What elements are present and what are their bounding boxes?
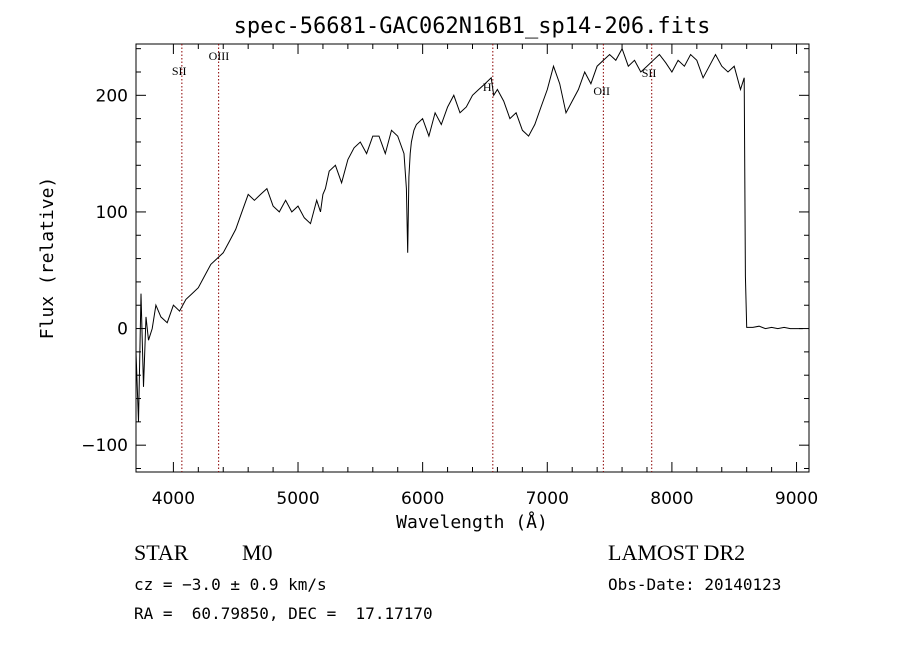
coordinates-text: RA = 60.79850, DEC = 17.17170	[134, 604, 433, 623]
y-tick-label: −100	[81, 436, 128, 456]
plot-frame	[135, 43, 810, 473]
line-marker-labels: SII OIII H OII SII	[172, 49, 657, 98]
line-marker-label: SII	[172, 64, 187, 78]
object-class: STAR	[134, 540, 189, 565]
object-subclass: M0	[242, 540, 273, 565]
obs-date: Obs-Date: 20140123	[608, 575, 782, 594]
line-markers	[181, 44, 653, 472]
axis-ticks	[136, 44, 809, 472]
x-tick-label: 4000	[152, 489, 195, 509]
x-tick-label: 7000	[526, 489, 569, 509]
y-tick-label: 200	[96, 86, 128, 106]
y-tick-labels: −100 0 100 200	[81, 86, 128, 456]
x-tick-label: 8000	[650, 489, 693, 509]
spectrum-line	[135, 47, 803, 422]
chart-title: spec-56681-GAC062N16B1_sp14-206.fits	[234, 14, 711, 39]
line-marker-label: SII	[642, 66, 657, 80]
line-marker-label: H	[483, 80, 492, 94]
line-marker-label: OII	[593, 84, 610, 98]
y-axis-label: Flux (relative)	[37, 177, 58, 340]
x-tick-label: 9000	[775, 489, 818, 509]
y-tick-label: 100	[96, 203, 128, 223]
y-tick-label: 0	[117, 320, 128, 340]
x-axis-label: Wavelength (Å)	[396, 511, 548, 533]
line-marker-label: OIII	[209, 49, 230, 63]
x-tick-label: 6000	[401, 489, 444, 509]
x-tick-labels: 4000 5000 6000 7000 8000 9000	[152, 489, 818, 509]
survey-name: LAMOST DR2	[608, 540, 746, 565]
x-tick-label: 5000	[276, 489, 319, 509]
velocity-text: cz = −3.0 ± 0.9 km/s	[134, 575, 327, 594]
